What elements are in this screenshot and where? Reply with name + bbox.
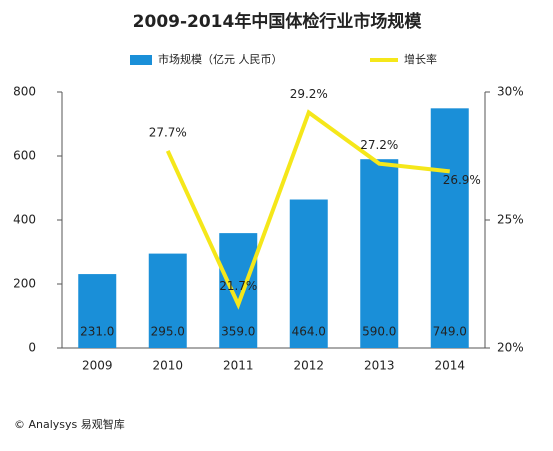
bar-value-label: 464.0 [292,325,326,339]
bar [289,199,328,348]
line-value-label: 27.7% [149,125,187,139]
bar [360,159,399,348]
bar-value-label: 359.0 [221,325,255,339]
legend-swatch [130,55,152,65]
bar [148,253,187,348]
line-value-label: 29.2% [290,87,328,101]
bar [430,108,469,348]
line [165,109,450,310]
y-tick-label: 800 [13,85,36,99]
legend-label: 增长率 [404,52,437,66]
line-value-label: 21.7% [219,279,257,293]
bar [78,274,117,348]
line-value-label: 27.2% [360,138,398,152]
x-tick-label: 2012 [293,359,324,373]
bar-value-label: 749.0 [433,325,467,339]
y-tick-label: 200 [13,277,36,291]
line-value-label: 26.9% [443,173,481,187]
bar-value-label: 295.0 [151,325,185,339]
x-tick-label: 2010 [152,359,183,373]
bar-value-label: 231.0 [80,325,114,339]
x-tick-label: 2009 [82,359,113,373]
y-tick-label: 400 [13,213,36,227]
y-tick-label: 600 [13,149,36,163]
chart-title: 2009-2014年中国体检行业市场规模 [133,11,423,32]
x-tick-label: 2011 [223,359,254,373]
bar-value-label: 590.0 [362,325,396,339]
y2-tick-label: 30% [497,85,524,99]
y2-tick-label: 25% [497,213,524,227]
bar [219,233,258,348]
footer: © Analysys 易观智库 [14,417,125,431]
legend-label: 市场规模（亿元 人民币） [158,52,283,66]
y-tick-label: 0 [28,341,36,355]
x-tick-label: 2014 [434,359,465,373]
y2-tick-label: 20% [497,341,524,355]
x-tick-label: 2013 [364,359,395,373]
